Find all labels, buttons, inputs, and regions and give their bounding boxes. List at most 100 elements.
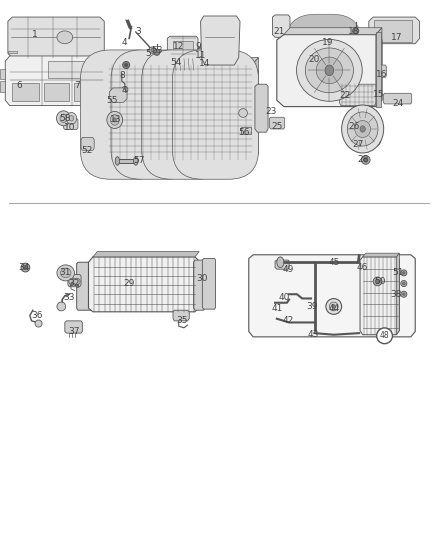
- Circle shape: [35, 320, 42, 327]
- Text: 35: 35: [176, 317, 187, 325]
- Ellipse shape: [69, 278, 76, 285]
- Circle shape: [403, 272, 405, 274]
- Polygon shape: [8, 17, 104, 58]
- Polygon shape: [353, 132, 380, 145]
- Ellipse shape: [134, 157, 138, 165]
- Ellipse shape: [60, 114, 67, 123]
- Polygon shape: [0, 81, 5, 92]
- Polygon shape: [272, 15, 290, 37]
- Text: 9: 9: [195, 43, 201, 51]
- Circle shape: [326, 298, 342, 314]
- Circle shape: [403, 293, 405, 295]
- Ellipse shape: [316, 57, 343, 84]
- Polygon shape: [277, 35, 382, 107]
- Circle shape: [124, 63, 128, 67]
- Polygon shape: [249, 255, 415, 337]
- Text: 26: 26: [348, 123, 360, 131]
- Text: 46: 46: [357, 263, 368, 272]
- Text: 36: 36: [32, 311, 43, 320]
- Polygon shape: [117, 159, 136, 163]
- Text: 15: 15: [373, 91, 385, 99]
- Polygon shape: [110, 88, 127, 102]
- Polygon shape: [167, 36, 198, 56]
- Text: 50: 50: [374, 277, 386, 286]
- Polygon shape: [363, 253, 399, 257]
- Text: 24: 24: [392, 100, 403, 108]
- Polygon shape: [201, 16, 240, 65]
- Polygon shape: [173, 310, 189, 321]
- Circle shape: [57, 302, 66, 311]
- Ellipse shape: [73, 278, 80, 285]
- Polygon shape: [44, 83, 69, 101]
- Text: 25: 25: [271, 123, 283, 131]
- Polygon shape: [284, 28, 382, 35]
- Text: 18: 18: [348, 28, 360, 36]
- Ellipse shape: [69, 116, 74, 121]
- Text: 14: 14: [199, 60, 211, 68]
- Ellipse shape: [57, 265, 74, 281]
- Ellipse shape: [277, 257, 284, 268]
- Text: 28: 28: [357, 156, 368, 164]
- Circle shape: [329, 302, 338, 311]
- Polygon shape: [369, 17, 420, 44]
- Ellipse shape: [347, 112, 378, 146]
- Circle shape: [21, 263, 30, 272]
- Ellipse shape: [355, 120, 371, 138]
- Ellipse shape: [115, 157, 120, 165]
- Text: 17: 17: [391, 33, 402, 42]
- Text: 29: 29: [124, 279, 135, 288]
- Text: 11: 11: [195, 52, 206, 60]
- Text: 44: 44: [328, 304, 339, 312]
- Text: 34: 34: [18, 263, 30, 272]
- Text: 10: 10: [64, 124, 75, 132]
- Ellipse shape: [342, 105, 384, 153]
- Circle shape: [373, 277, 382, 286]
- Ellipse shape: [305, 48, 353, 93]
- Text: 57: 57: [134, 157, 145, 165]
- Circle shape: [353, 28, 359, 34]
- Polygon shape: [360, 257, 399, 335]
- Text: 16: 16: [376, 70, 388, 79]
- Text: 8: 8: [119, 71, 125, 80]
- Ellipse shape: [57, 31, 73, 44]
- Ellipse shape: [110, 115, 119, 125]
- Text: 4: 4: [122, 86, 127, 95]
- Text: 37: 37: [68, 327, 79, 336]
- Text: 23: 23: [265, 108, 276, 116]
- Ellipse shape: [66, 112, 77, 124]
- Ellipse shape: [151, 49, 154, 52]
- Ellipse shape: [297, 39, 362, 101]
- Text: 58: 58: [59, 114, 71, 123]
- Circle shape: [364, 158, 368, 162]
- Text: 38: 38: [391, 290, 402, 298]
- Ellipse shape: [107, 111, 123, 128]
- Text: 1: 1: [32, 30, 38, 39]
- Polygon shape: [312, 42, 335, 63]
- Polygon shape: [376, 28, 382, 107]
- Circle shape: [239, 109, 247, 117]
- Polygon shape: [48, 61, 101, 78]
- Bar: [374, 20, 412, 42]
- Polygon shape: [202, 259, 215, 309]
- Polygon shape: [88, 257, 199, 312]
- Circle shape: [332, 305, 336, 308]
- Circle shape: [375, 279, 380, 284]
- Polygon shape: [12, 83, 39, 101]
- Polygon shape: [269, 117, 285, 129]
- Circle shape: [401, 280, 407, 287]
- Polygon shape: [378, 65, 386, 77]
- Polygon shape: [81, 138, 94, 150]
- Circle shape: [401, 291, 407, 297]
- Text: 55: 55: [106, 96, 117, 104]
- Text: 6: 6: [17, 81, 23, 90]
- Polygon shape: [74, 83, 101, 101]
- Polygon shape: [68, 274, 81, 287]
- Ellipse shape: [360, 126, 365, 132]
- Bar: [173, 41, 193, 52]
- Text: 33: 33: [64, 293, 75, 302]
- Polygon shape: [93, 252, 199, 257]
- Text: 51: 51: [392, 269, 403, 277]
- Text: 5: 5: [145, 49, 151, 58]
- Circle shape: [154, 49, 160, 55]
- Text: 20: 20: [309, 55, 320, 64]
